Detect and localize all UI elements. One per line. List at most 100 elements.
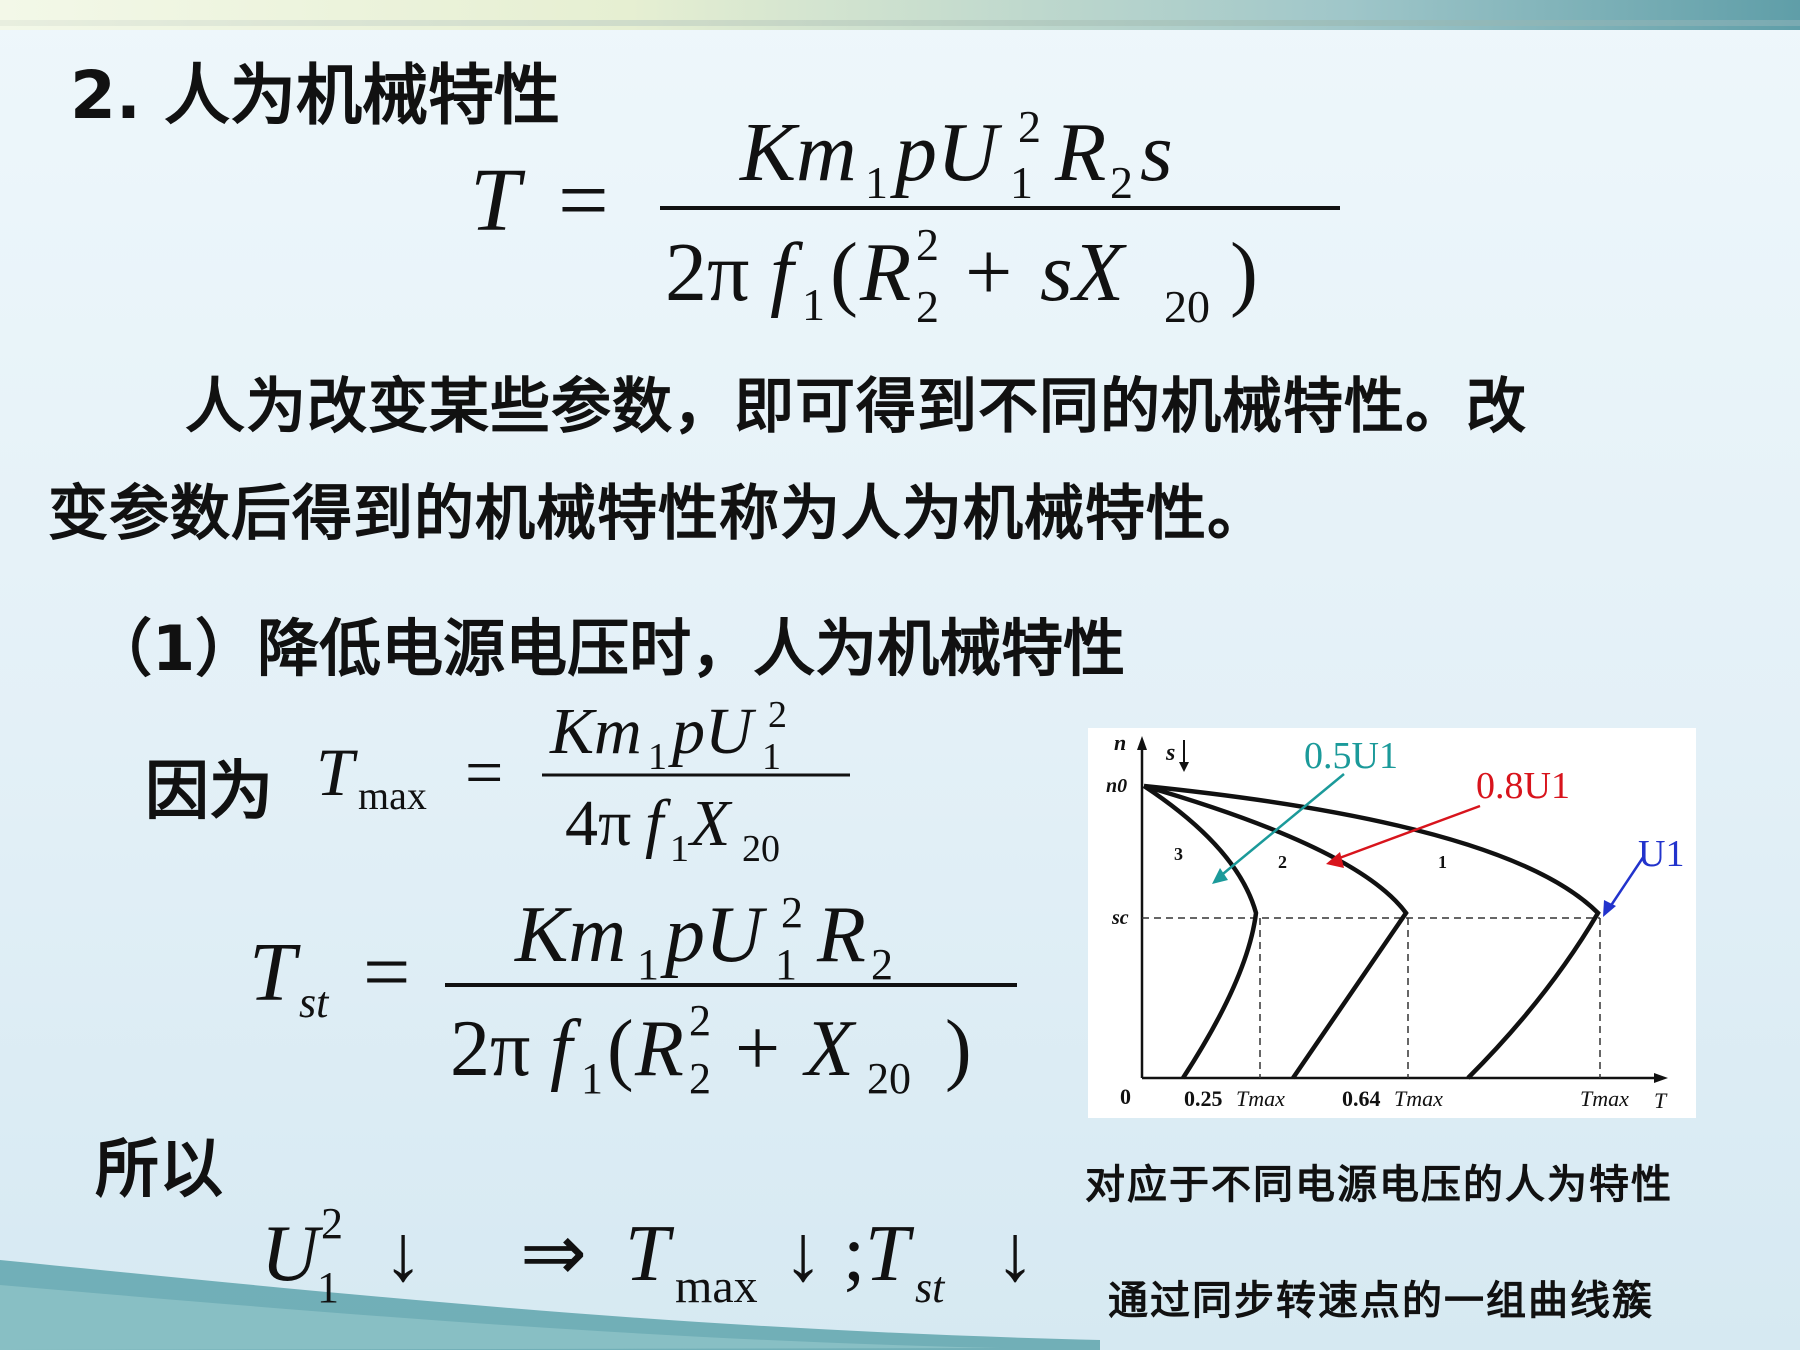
tick-064-coef: 0.64 bbox=[1342, 1086, 1381, 1111]
svg-text:Km: Km bbox=[549, 695, 642, 768]
x-axis-arrow bbox=[1654, 1073, 1668, 1083]
origin-label: 0 bbox=[1120, 1084, 1131, 1109]
tick-tmax: Tmax bbox=[1580, 1086, 1629, 1111]
svg-text:1: 1 bbox=[648, 736, 667, 778]
svg-text:20: 20 bbox=[742, 828, 780, 870]
svg-text:T: T bbox=[865, 1210, 915, 1298]
svg-text:Km: Km bbox=[514, 891, 626, 979]
svg-text:2: 2 bbox=[1110, 157, 1133, 208]
svg-text:1: 1 bbox=[802, 279, 825, 330]
svg-text:2: 2 bbox=[689, 996, 711, 1045]
svg-text:2: 2 bbox=[916, 219, 939, 270]
svg-text:st: st bbox=[299, 978, 330, 1027]
svg-text:1: 1 bbox=[581, 1054, 603, 1095]
svg-text:=: = bbox=[465, 734, 503, 810]
svg-text:pU: pU bbox=[668, 695, 757, 768]
bottom-wave-decoration bbox=[0, 1260, 1100, 1350]
svg-text:20: 20 bbox=[867, 1054, 911, 1095]
svg-text:f: f bbox=[770, 226, 804, 319]
torque-speed-figure: s n n0 sc 0 T 3 2 1 0.25 Tmax 0.64 Tmax … bbox=[1088, 728, 1696, 1118]
svg-text:1: 1 bbox=[670, 828, 689, 870]
torque-speed-diagram: s n n0 sc 0 T 3 2 1 0.25 Tmax 0.64 Tmax … bbox=[1106, 730, 1684, 1113]
figure-caption-2: 通过同步转速点的一组曲线簇 bbox=[1108, 1278, 1654, 1324]
svg-text:4π: 4π bbox=[565, 787, 631, 860]
svg-text:T: T bbox=[316, 734, 358, 810]
curve-3 bbox=[1142, 784, 1259, 1080]
y-axis-arrow bbox=[1137, 736, 1147, 750]
s-arrow-head bbox=[1179, 762, 1189, 772]
svg-text:pU: pU bbox=[890, 106, 1003, 199]
svg-text:f: f bbox=[645, 787, 671, 860]
tick-025-group: 0.25 Tmax bbox=[1184, 1086, 1285, 1111]
svg-text:R: R bbox=[1054, 106, 1106, 199]
tst-formula: T st = Km 1 pU 1 2 R 2 2π f 1 ( R 2 2 + … bbox=[249, 888, 1017, 1095]
paragraph-line-2: 变参数后得到的机械特性称为人为机械特性。 bbox=[48, 479, 1268, 549]
svg-text:2: 2 bbox=[321, 1199, 343, 1248]
svg-text:↓: ↓ bbox=[383, 1210, 423, 1298]
svg-text:(: ( bbox=[830, 226, 858, 319]
svg-text:2π: 2π bbox=[450, 1005, 530, 1093]
paragraph-line-1: 人为改变某些参数，即可得到不同的机械特性。改 bbox=[185, 372, 1527, 442]
svg-text:(: ( bbox=[607, 1005, 634, 1093]
svg-text:+: + bbox=[735, 1005, 780, 1093]
svg-text:;: ; bbox=[843, 1210, 865, 1298]
svg-text:=: = bbox=[558, 151, 609, 250]
voltage-arrowhead-full bbox=[1603, 900, 1616, 917]
figure-caption-1: 对应于不同电源电压的人为特性 bbox=[1085, 1162, 1673, 1208]
s-label: s bbox=[1165, 740, 1175, 766]
svg-text:s: s bbox=[1140, 106, 1173, 199]
svg-text:20: 20 bbox=[1164, 281, 1210, 330]
tick-025-tmax: Tmax bbox=[1236, 1086, 1285, 1111]
svg-text:2: 2 bbox=[871, 940, 893, 989]
curve-2 bbox=[1143, 783, 1409, 1080]
svg-text:1: 1 bbox=[865, 157, 888, 208]
curve-2-number: 2 bbox=[1278, 852, 1287, 872]
svg-text:2: 2 bbox=[689, 1054, 711, 1095]
voltage-label-eighty: 0.8U1 bbox=[1476, 765, 1570, 807]
voltage-arrowhead-half bbox=[1212, 868, 1228, 884]
subheading: （1）降低电源电压时，人为机械特性 bbox=[90, 612, 1126, 685]
svg-text:2: 2 bbox=[781, 888, 803, 937]
voltage-arrowhead-eighty bbox=[1326, 852, 1344, 868]
because-label: 因为 bbox=[145, 755, 273, 829]
svg-text:max: max bbox=[358, 773, 427, 818]
svg-text:2: 2 bbox=[1018, 101, 1041, 152]
svg-text:↓: ↓ bbox=[783, 1210, 823, 1298]
svg-text:1: 1 bbox=[1010, 157, 1033, 208]
t-axis-label: T bbox=[1654, 1088, 1668, 1113]
svg-text:sX: sX bbox=[1040, 226, 1128, 319]
svg-text:T: T bbox=[625, 1210, 675, 1298]
curve-1-number: 1 bbox=[1438, 852, 1447, 872]
svg-text:+: + bbox=[965, 226, 1012, 319]
svg-text:X: X bbox=[687, 787, 733, 860]
svg-text:2π: 2π bbox=[665, 226, 749, 319]
section-heading: 2. 人为机械特性 bbox=[70, 57, 560, 134]
voltage-arrow-eighty bbox=[1333, 804, 1481, 862]
voltage-arrow-full bbox=[1606, 855, 1646, 911]
svg-text:=: = bbox=[363, 926, 410, 1019]
svg-text:⇒: ⇒ bbox=[520, 1210, 587, 1298]
svg-text:R: R bbox=[816, 891, 866, 979]
curve-1 bbox=[1143, 783, 1601, 1080]
curve-3-number: 3 bbox=[1174, 844, 1183, 864]
svg-text:T: T bbox=[470, 151, 526, 250]
svg-text:T: T bbox=[249, 926, 301, 1019]
top-decoration-stripe bbox=[0, 20, 1800, 26]
svg-text:U: U bbox=[261, 1210, 324, 1298]
voltage-arrow-half bbox=[1217, 773, 1345, 879]
svg-text:): ) bbox=[1230, 226, 1258, 319]
svg-text:f: f bbox=[550, 1005, 582, 1093]
svg-text:pU: pU bbox=[660, 891, 768, 979]
therefore-label: 所以 bbox=[95, 1133, 223, 1207]
tick-064-group: 0.64 Tmax bbox=[1342, 1086, 1443, 1111]
svg-text:1: 1 bbox=[762, 736, 781, 778]
svg-text:X: X bbox=[802, 1005, 857, 1093]
svg-text:↓: ↓ bbox=[995, 1210, 1035, 1298]
tmax-formula: T max = Km 1 pU 1 2 4π f 1 X 20 bbox=[316, 695, 850, 870]
voltage-label-full: U1 bbox=[1638, 833, 1684, 875]
svg-text:st: st bbox=[915, 1263, 946, 1312]
svg-text:R: R bbox=[859, 226, 911, 319]
svg-text:2: 2 bbox=[768, 695, 787, 736]
conclusion-formula: U 1 2 ↓ ⇒ T max ↓ ; T st ↓ bbox=[261, 1199, 1035, 1313]
svg-text:R: R bbox=[634, 1005, 684, 1093]
